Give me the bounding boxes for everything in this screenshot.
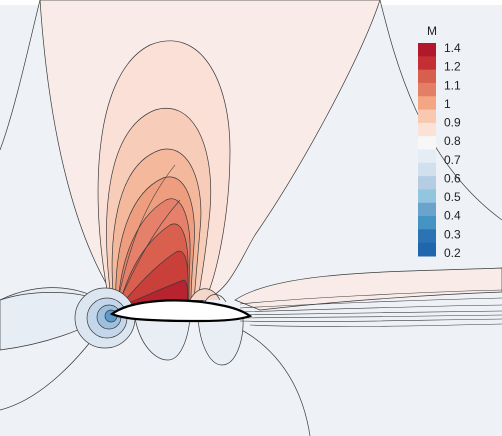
legend-label: 0.6 bbox=[444, 171, 461, 185]
shock-contour bbox=[189, 288, 221, 301]
legend-label: 1 bbox=[444, 97, 451, 111]
lower-contour bbox=[197, 317, 244, 366]
legend-swatch bbox=[418, 56, 436, 71]
legend-title: M bbox=[427, 24, 437, 38]
legend-swatch bbox=[418, 69, 436, 84]
legend-swatch bbox=[418, 136, 436, 150]
legend-label: 0.3 bbox=[444, 227, 461, 241]
wake-line bbox=[249, 323, 502, 327]
legend-swatch bbox=[418, 82, 436, 97]
airfoil bbox=[109, 299, 253, 323]
legend-swatch bbox=[418, 149, 436, 164]
lower-contour bbox=[134, 317, 191, 361]
legend-swatch bbox=[418, 122, 436, 137]
legend-labels: 1.4 1.2 1.1 1 0.9 0.8 0.7 0.6 0.5 0.4 0.3 0.2 bbox=[444, 41, 461, 260]
legend-swatch bbox=[418, 216, 436, 230]
legend-swatch bbox=[418, 176, 436, 190]
contour-line bbox=[0, 0, 41, 151]
legend-swatch bbox=[418, 202, 436, 217]
wake-line bbox=[235, 310, 502, 316]
legend-swatch bbox=[418, 229, 436, 244]
contour-line bbox=[379, 0, 502, 221]
legend-label: 1.4 bbox=[444, 41, 461, 55]
wake-line bbox=[239, 289, 502, 305]
legend-swatch bbox=[418, 43, 436, 57]
wake-line bbox=[237, 304, 502, 313]
wake-line bbox=[239, 318, 502, 322]
legend-label: 0.4 bbox=[444, 209, 461, 223]
legend-label: 1.1 bbox=[444, 78, 461, 92]
shock-contour bbox=[204, 294, 227, 303]
legend-swatch bbox=[418, 189, 436, 204]
legend-label: 0.5 bbox=[444, 190, 461, 204]
legend-swatch bbox=[418, 109, 436, 124]
legend-swatches bbox=[418, 43, 436, 257]
legend-swatch bbox=[418, 162, 436, 177]
legend-label: 1.2 bbox=[444, 60, 461, 74]
legend-swatch bbox=[418, 96, 436, 111]
wake-line bbox=[235, 314, 502, 319]
mach-colorbar-legend: M 1.4 1.2 1.1 1 0.9 0.8 0.7 0.6 0.5 0.4 0.3 0.2 bbox=[418, 24, 461, 260]
wake-upper bbox=[234, 267, 502, 311]
legend-label: 0.2 bbox=[444, 246, 461, 260]
legend-label: 0.8 bbox=[444, 134, 461, 148]
legend-label: 0.9 bbox=[444, 116, 461, 130]
legend-label: 0.7 bbox=[444, 153, 461, 167]
wake-line bbox=[239, 297, 502, 309]
legend-swatch bbox=[418, 242, 436, 257]
